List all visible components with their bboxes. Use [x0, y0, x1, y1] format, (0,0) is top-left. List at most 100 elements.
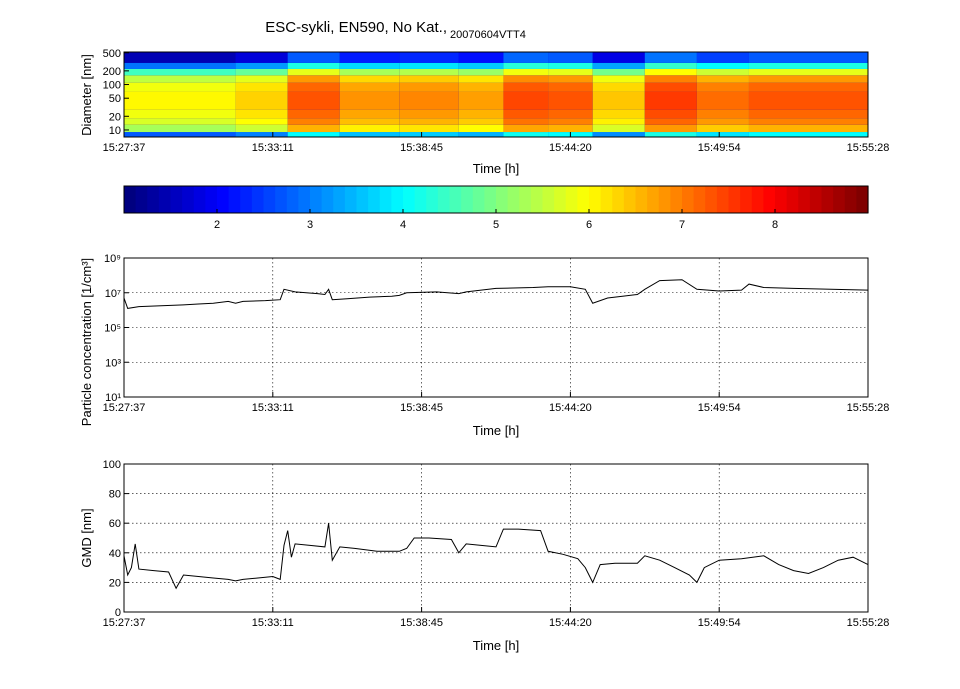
colorbar-step — [542, 186, 555, 213]
colorbar-step — [228, 186, 241, 213]
heatmap-cell — [399, 52, 459, 63]
colorbar-step — [240, 186, 253, 213]
heatmap-cell — [339, 109, 400, 119]
axes-box — [123, 51, 869, 138]
colorbar-tick-label: 6 — [586, 219, 592, 231]
heatmap-cell — [748, 132, 868, 137]
heatmap-cell — [503, 91, 549, 110]
y-tick-label: 10⁵ — [104, 323, 121, 335]
colorbar-step — [635, 186, 648, 213]
heatmap-cell — [124, 132, 236, 137]
y-axis-label: GMD [nm] — [79, 508, 94, 567]
heatmap-cell — [235, 124, 288, 133]
heatmap-cell — [339, 132, 400, 137]
x-axis-label: Time [h] — [473, 161, 519, 176]
heatmap-cell — [124, 75, 236, 83]
x-tick-label: 15:33:11 — [252, 617, 294, 629]
heatmap-cell — [548, 109, 593, 119]
y-tick-label: 100 — [103, 80, 121, 92]
heatmap-cell — [748, 52, 868, 63]
gmd-panel: 15:27:37 15:33:11 15:38:45 15:44:20 15:49:54… — [79, 459, 889, 653]
heatmap-cell — [458, 91, 504, 110]
heatmap-cell — [548, 62, 593, 69]
colorbar-step — [786, 186, 799, 213]
x-tick-label: 15:27:37 — [103, 617, 146, 629]
heatmap-cell — [644, 109, 697, 119]
x-tick-label: 15:44:20 — [549, 402, 592, 414]
heatmap-cell — [548, 124, 593, 133]
x-tick-label: 15:44:20 — [549, 142, 592, 154]
heatmap-cell — [748, 62, 868, 69]
heatmap-cell — [696, 62, 749, 69]
x-tick-label: 15:49:54 — [698, 402, 741, 414]
particle-concentration-panel: 15:27:37 15:33:11 15:38:45 15:44:20 15:49:54… — [79, 253, 889, 438]
colorbar-step — [414, 186, 427, 213]
x-tick-label: 15:27:37 — [103, 142, 146, 154]
x-tick-label: 15:55:28 — [847, 402, 890, 414]
colorbar-step — [751, 186, 764, 213]
heatmap-cell — [592, 132, 645, 137]
heatmap-cell — [548, 91, 593, 110]
colorbar-step — [437, 186, 451, 213]
y-tick-label: 10 — [109, 125, 121, 137]
colorbar-step — [251, 186, 265, 213]
colorbar-step — [426, 186, 439, 213]
y-tick-label: 50 — [109, 93, 121, 105]
heatmap-cell — [399, 68, 459, 76]
heatmap-cell — [235, 62, 288, 69]
colorbar-step — [530, 186, 544, 213]
y-tick-label: 10⁹ — [104, 253, 121, 265]
colorbar-tick-label: 5 — [493, 219, 499, 231]
heatmap-cell — [458, 68, 504, 76]
heatmap-cell — [548, 52, 593, 63]
heatmap-cell — [458, 62, 504, 69]
colorbar-step — [496, 186, 509, 213]
heatmap-cell — [644, 82, 697, 92]
colorbar-step — [798, 186, 811, 213]
colorbar-step — [612, 186, 625, 213]
colorbar-step — [321, 186, 334, 213]
heatmap-cell — [503, 82, 549, 92]
heatmap-cell — [592, 82, 645, 92]
colorbar-tick-label: 7 — [679, 219, 685, 231]
colorbar-step — [600, 186, 613, 213]
heatmap-cell — [287, 124, 340, 133]
colorbar-step — [368, 186, 381, 213]
colorbar-step — [728, 186, 741, 213]
x-axis-label: Time [h] — [473, 423, 519, 438]
x-tick-label: 15:38:45 — [400, 142, 443, 154]
heatmap-cell — [748, 82, 868, 92]
heatmap-cell — [124, 118, 236, 125]
series-line — [123, 523, 869, 590]
heatmap-cell — [503, 68, 549, 76]
x-tick-label: 15:38:45 — [400, 617, 443, 629]
y-axis-label: Particle concentration [1/cm³] — [79, 258, 94, 426]
colorbar-step — [147, 186, 160, 213]
colorbar-step — [763, 186, 776, 213]
heatmap-cell — [503, 118, 549, 125]
colorbar-step — [705, 186, 718, 213]
heatmap-cell — [124, 124, 236, 133]
heatmap-cell — [548, 75, 593, 83]
heatmap-cell — [399, 118, 459, 125]
colorbar-step — [484, 186, 497, 213]
colorbar-step — [554, 186, 567, 213]
heatmap-cell — [458, 109, 504, 119]
heatmap-cell — [235, 52, 288, 63]
y-tick-label: 500 — [103, 48, 121, 60]
heatmap-cell — [287, 109, 340, 119]
heatmap-cell — [696, 109, 749, 119]
heatmap-cell — [339, 91, 400, 110]
y-tick-label: 200 — [103, 66, 121, 78]
y-tick-label: 20 — [109, 111, 121, 123]
heatmap-cell — [287, 132, 340, 137]
x-tick-label: 15:55:28 — [847, 617, 890, 629]
heatmap-cell — [696, 75, 749, 83]
heatmap-cell — [287, 91, 340, 110]
heatmap-cell — [548, 68, 593, 76]
heatmap-cell — [458, 75, 504, 83]
x-tick-label: 15:55:28 — [847, 142, 890, 154]
colorbar-step — [833, 186, 846, 213]
colorbar-step — [449, 186, 462, 213]
